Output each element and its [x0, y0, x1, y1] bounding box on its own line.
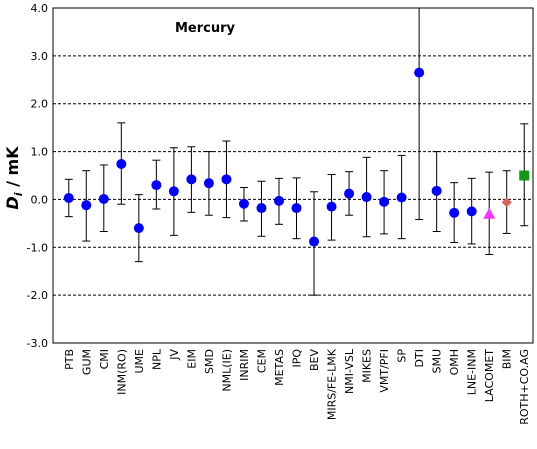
data-point — [186, 174, 197, 185]
x-category-label: GUM — [80, 349, 93, 375]
x-category-label: VMT/PFI — [378, 349, 391, 393]
x-category-label: EIM — [185, 349, 198, 369]
x-category-label: LNE-INM — [466, 349, 479, 395]
x-category-label: CEM — [255, 349, 268, 373]
x-category-label: SMD — [203, 349, 216, 374]
y-axis-label: Di / mK — [3, 146, 25, 210]
plot-frame — [52, 7, 534, 344]
data-point-diamond — [501, 197, 512, 208]
y-tick-label: -2.0 — [27, 289, 48, 302]
x-category-label: DTI — [413, 349, 426, 367]
x-category-label: METAS — [273, 349, 286, 386]
data-point — [396, 192, 407, 203]
data-point — [466, 206, 477, 217]
data-point — [449, 207, 460, 218]
data-point — [81, 200, 92, 211]
x-category-label: LACOMET — [483, 349, 496, 402]
data-point — [414, 67, 425, 78]
x-category-label: SP — [396, 349, 409, 363]
x-category-label: NPL — [150, 348, 163, 370]
data-point — [63, 192, 74, 203]
data-point — [291, 203, 302, 214]
y-axis-label-symbol: D — [3, 196, 22, 209]
data-point — [151, 180, 162, 191]
grid-lines — [53, 55, 533, 296]
data-point — [116, 159, 127, 170]
data-point — [168, 186, 179, 197]
x-category-label: OMH — [448, 349, 461, 375]
data-point-triangle — [483, 207, 496, 219]
y-axis-label-unit: / mK — [3, 146, 22, 193]
data-point — [203, 178, 214, 189]
x-category-label: PTB — [63, 349, 76, 370]
data-point — [379, 196, 390, 207]
x-category-label: JV — [168, 349, 181, 361]
y-axis-label-subscript: i — [12, 192, 25, 196]
x-category-label: BIM — [501, 349, 514, 369]
chart-title: Mercury — [175, 21, 236, 36]
x-category-label: MIKES — [361, 349, 374, 383]
y-tick-label: 4.0 — [31, 2, 49, 15]
data-point — [256, 203, 267, 214]
y-tick-label: 0.0 — [31, 193, 49, 206]
y-tick-label: 2.0 — [31, 98, 49, 111]
data-markers — [63, 67, 530, 247]
x-category-label: BEV — [308, 349, 321, 371]
data-point — [326, 201, 337, 212]
data-point — [133, 223, 144, 234]
data-point — [98, 193, 109, 204]
data-point — [361, 192, 372, 203]
x-category-label: INRIM — [238, 349, 251, 381]
data-point-square — [519, 170, 530, 181]
x-category-label: SMU — [431, 349, 444, 374]
data-point — [273, 195, 284, 206]
data-point — [221, 174, 232, 185]
y-tick-label: -3.0 — [27, 337, 48, 350]
data-point — [344, 188, 355, 199]
y-tick-label: 1.0 — [31, 146, 49, 159]
y-tick-label: 3.0 — [31, 50, 49, 63]
x-category-label: MIRS/FE-LMK — [326, 348, 339, 420]
x-category-label: IPQ — [291, 349, 304, 368]
data-point — [431, 185, 442, 196]
x-category-label: INM(RO) — [115, 349, 128, 395]
x-category-label: ROTH+CO.AG — [518, 349, 531, 425]
x-category-label: UME — [133, 349, 146, 374]
x-category-label: CMI — [98, 349, 111, 369]
y-tick-label: -1.0 — [27, 241, 48, 254]
data-point — [238, 198, 249, 209]
y-axis-ticks: 4.0 3.0 2.0 1.0 0.0 -1.0 -2.0 -3.0 — [27, 2, 48, 350]
x-category-label: NML(IE) — [220, 349, 233, 392]
data-point — [309, 236, 320, 247]
x-category-label: NMI-VSL — [343, 348, 356, 394]
x-category-labels: PTB GUM CMI INM(RO) UME NPL JV EIM SMD NML(IE) INR… — [63, 348, 531, 425]
